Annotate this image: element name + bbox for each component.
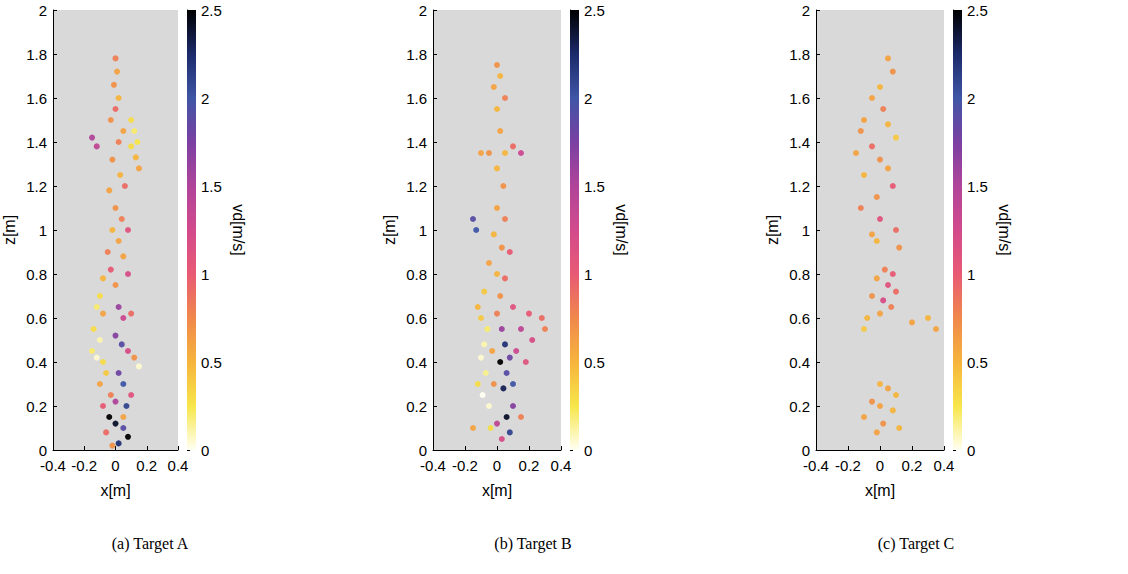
svg-text:1.2: 1.2 [406,178,427,195]
svg-text:vd[m/s]: vd[m/s] [996,204,1013,256]
svg-text:2.5: 2.5 [967,2,988,19]
svg-text:-0.2: -0.2 [835,457,861,474]
svg-text:1: 1 [39,222,47,239]
svg-text:0.8: 0.8 [789,266,810,283]
svg-text:2: 2 [802,2,810,19]
svg-text:0.2: 0.2 [519,457,540,474]
svg-text:2: 2 [967,90,975,107]
svg-text:0.2: 0.2 [26,398,47,415]
svg-text:1.4: 1.4 [789,134,810,151]
svg-text:1.6: 1.6 [406,90,427,107]
svg-text:2: 2 [39,2,47,19]
svg-text:0: 0 [419,442,427,459]
svg-text:vd[m/s]: vd[m/s] [613,204,630,256]
svg-text:-0.2: -0.2 [452,457,478,474]
svg-text:0.4: 0.4 [168,457,189,474]
svg-text:1.2: 1.2 [789,178,810,195]
svg-text:1: 1 [584,266,592,283]
svg-text:(c) Target C: (c) Target C [878,535,954,553]
svg-text:0: 0 [802,442,810,459]
svg-text:0: 0 [111,457,119,474]
svg-text:0.8: 0.8 [26,266,47,283]
svg-text:1.8: 1.8 [406,46,427,63]
svg-text:1.5: 1.5 [201,178,222,195]
svg-text:z[m]: z[m] [764,215,781,245]
svg-text:1: 1 [802,222,810,239]
svg-text:0: 0 [39,442,47,459]
svg-text:1.4: 1.4 [26,134,47,151]
svg-text:0.4: 0.4 [26,354,47,371]
svg-text:-0.2: -0.2 [71,457,97,474]
svg-text:-0.4: -0.4 [420,457,446,474]
svg-text:0.4: 0.4 [789,354,810,371]
svg-text:(b) Target B: (b) Target B [494,535,571,553]
svg-text:0.6: 0.6 [789,310,810,327]
svg-text:0: 0 [584,442,592,459]
svg-text:0.5: 0.5 [967,354,988,371]
svg-text:2.5: 2.5 [201,2,222,19]
svg-text:z[m]: z[m] [381,215,398,245]
svg-text:0.8: 0.8 [406,266,427,283]
svg-text:1: 1 [967,266,975,283]
svg-text:0.2: 0.2 [406,398,427,415]
svg-text:-0.4: -0.4 [40,457,66,474]
svg-text:0.2: 0.2 [136,457,157,474]
svg-text:0.5: 0.5 [201,354,222,371]
svg-text:0.4: 0.4 [934,457,955,474]
svg-text:1.5: 1.5 [967,178,988,195]
svg-text:2: 2 [584,90,592,107]
svg-text:2: 2 [419,2,427,19]
svg-text:vd[m/s]: vd[m/s] [230,204,247,256]
svg-text:1: 1 [201,266,209,283]
svg-text:z[m]: z[m] [1,215,18,245]
svg-text:0.2: 0.2 [789,398,810,415]
svg-text:x[m]: x[m] [865,482,895,499]
svg-text:0: 0 [967,442,975,459]
svg-text:0: 0 [876,457,884,474]
svg-text:0: 0 [201,442,209,459]
svg-text:2.5: 2.5 [584,2,605,19]
svg-text:1.6: 1.6 [26,90,47,107]
svg-text:0.4: 0.4 [551,457,572,474]
svg-text:1.6: 1.6 [789,90,810,107]
svg-text:0.6: 0.6 [406,310,427,327]
svg-text:1: 1 [419,222,427,239]
svg-text:(a) Target A: (a) Target A [112,535,189,553]
svg-text:x[m]: x[m] [482,482,512,499]
svg-text:0.6: 0.6 [26,310,47,327]
svg-text:x[m]: x[m] [100,482,130,499]
svg-text:1.4: 1.4 [406,134,427,151]
svg-text:1.2: 1.2 [26,178,47,195]
svg-text:2: 2 [201,90,209,107]
svg-text:1.8: 1.8 [789,46,810,63]
svg-text:0.5: 0.5 [584,354,605,371]
svg-text:1.8: 1.8 [26,46,47,63]
svg-text:0.4: 0.4 [406,354,427,371]
svg-text:0: 0 [493,457,501,474]
svg-text:-0.4: -0.4 [803,457,829,474]
svg-text:0.2: 0.2 [902,457,923,474]
svg-text:1.5: 1.5 [584,178,605,195]
